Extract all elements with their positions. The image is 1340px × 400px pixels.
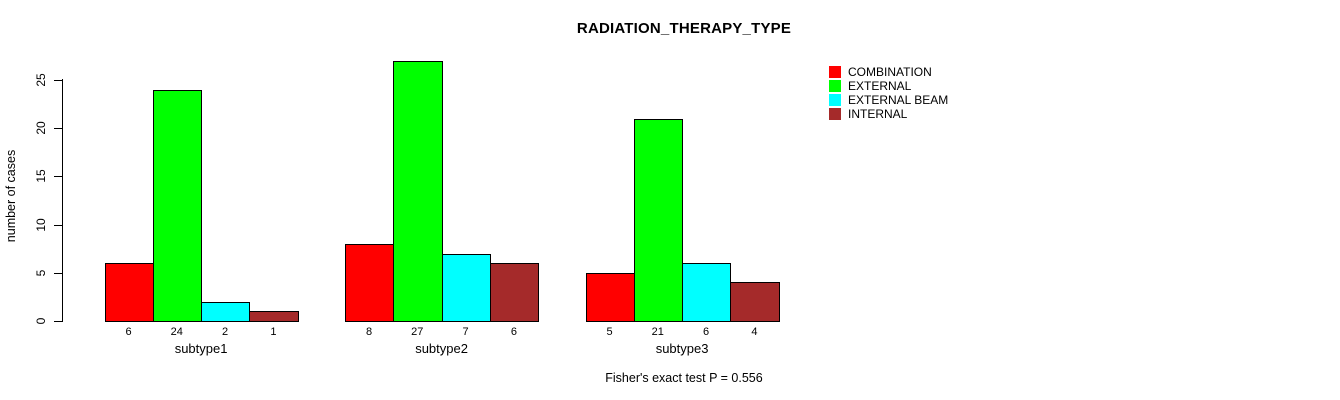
bar-external-subtype3 [633, 118, 684, 322]
legend: COMBINATION EXTERNAL EXTERNAL BEAM INTERNAL [829, 66, 948, 122]
bar-value-label: 4 [751, 326, 758, 338]
y-axis-tick [54, 80, 62, 81]
chart-title: RADIATION_THERAPY_TYPE [576, 20, 792, 37]
y-axis-tick-label: 25 [34, 73, 48, 87]
bar-external-beam-subtype2 [441, 253, 491, 322]
bar-internal-subtype1 [249, 311, 299, 322]
bar-combination-subtype1 [104, 263, 154, 322]
y-axis-tick-label: 5 [34, 269, 48, 277]
y-axis-tick [54, 321, 62, 322]
y-axis-tick [54, 176, 62, 177]
external-beam-legend-swatch-icon [829, 94, 841, 106]
bar-value-label: 2 [222, 326, 229, 338]
y-axis-tick-label: 15 [34, 169, 48, 183]
internal-legend-swatch-icon [829, 108, 841, 120]
legend-label: EXTERNAL BEAM [848, 93, 949, 107]
legend-label: COMBINATION [848, 65, 932, 79]
footer-annotation: Fisher's exact test P = 0.556 [605, 371, 763, 385]
y-axis-tick-label: 10 [34, 218, 48, 232]
bar-value-label: 5 [606, 326, 613, 338]
bar-value-label: 6 [125, 326, 132, 338]
y-axis-line [62, 79, 63, 322]
legend-item: EXTERNAL [829, 80, 948, 92]
bar-external-beam-subtype1 [201, 301, 251, 322]
bar-value-label: 7 [462, 326, 469, 338]
external-legend-swatch-icon [829, 80, 841, 92]
bar-value-label: 6 [703, 326, 710, 338]
y-axis-tick [54, 128, 62, 129]
y-axis-tick [54, 273, 62, 274]
bar-value-label: 24 [170, 326, 183, 338]
bar-value-label: 27 [411, 326, 424, 338]
bar-value-label: 6 [510, 326, 517, 338]
bar-external-subtype2 [393, 60, 443, 322]
legend-item: COMBINATION [829, 66, 948, 78]
bar-internal-subtype3 [730, 282, 780, 322]
bar-external-beam-subtype3 [682, 263, 732, 322]
x-axis-category-label: subtype3 [655, 341, 709, 356]
y-axis-tick-label: 20 [34, 121, 48, 135]
y-axis-label: number of cases [4, 149, 18, 243]
bar-external-subtype1 [152, 89, 203, 322]
bar-value-label: 1 [270, 326, 277, 338]
bar-value-label: 21 [651, 326, 664, 338]
y-axis-tick-label: 0 [34, 317, 48, 325]
bar-combination-subtype3 [585, 272, 635, 322]
legend-label: EXTERNAL [848, 79, 912, 93]
legend-item: EXTERNAL BEAM [829, 94, 948, 106]
combination-legend-swatch-icon [829, 66, 841, 78]
bar-internal-subtype2 [489, 263, 540, 322]
legend-item: INTERNAL [829, 108, 948, 120]
bar-value-label: 8 [365, 326, 373, 338]
y-axis-tick [54, 225, 62, 226]
x-axis-category-label: subtype2 [415, 341, 468, 356]
bar-combination-subtype2 [345, 243, 395, 322]
x-axis-category-label: subtype1 [174, 341, 228, 356]
legend-label: INTERNAL [848, 107, 908, 121]
